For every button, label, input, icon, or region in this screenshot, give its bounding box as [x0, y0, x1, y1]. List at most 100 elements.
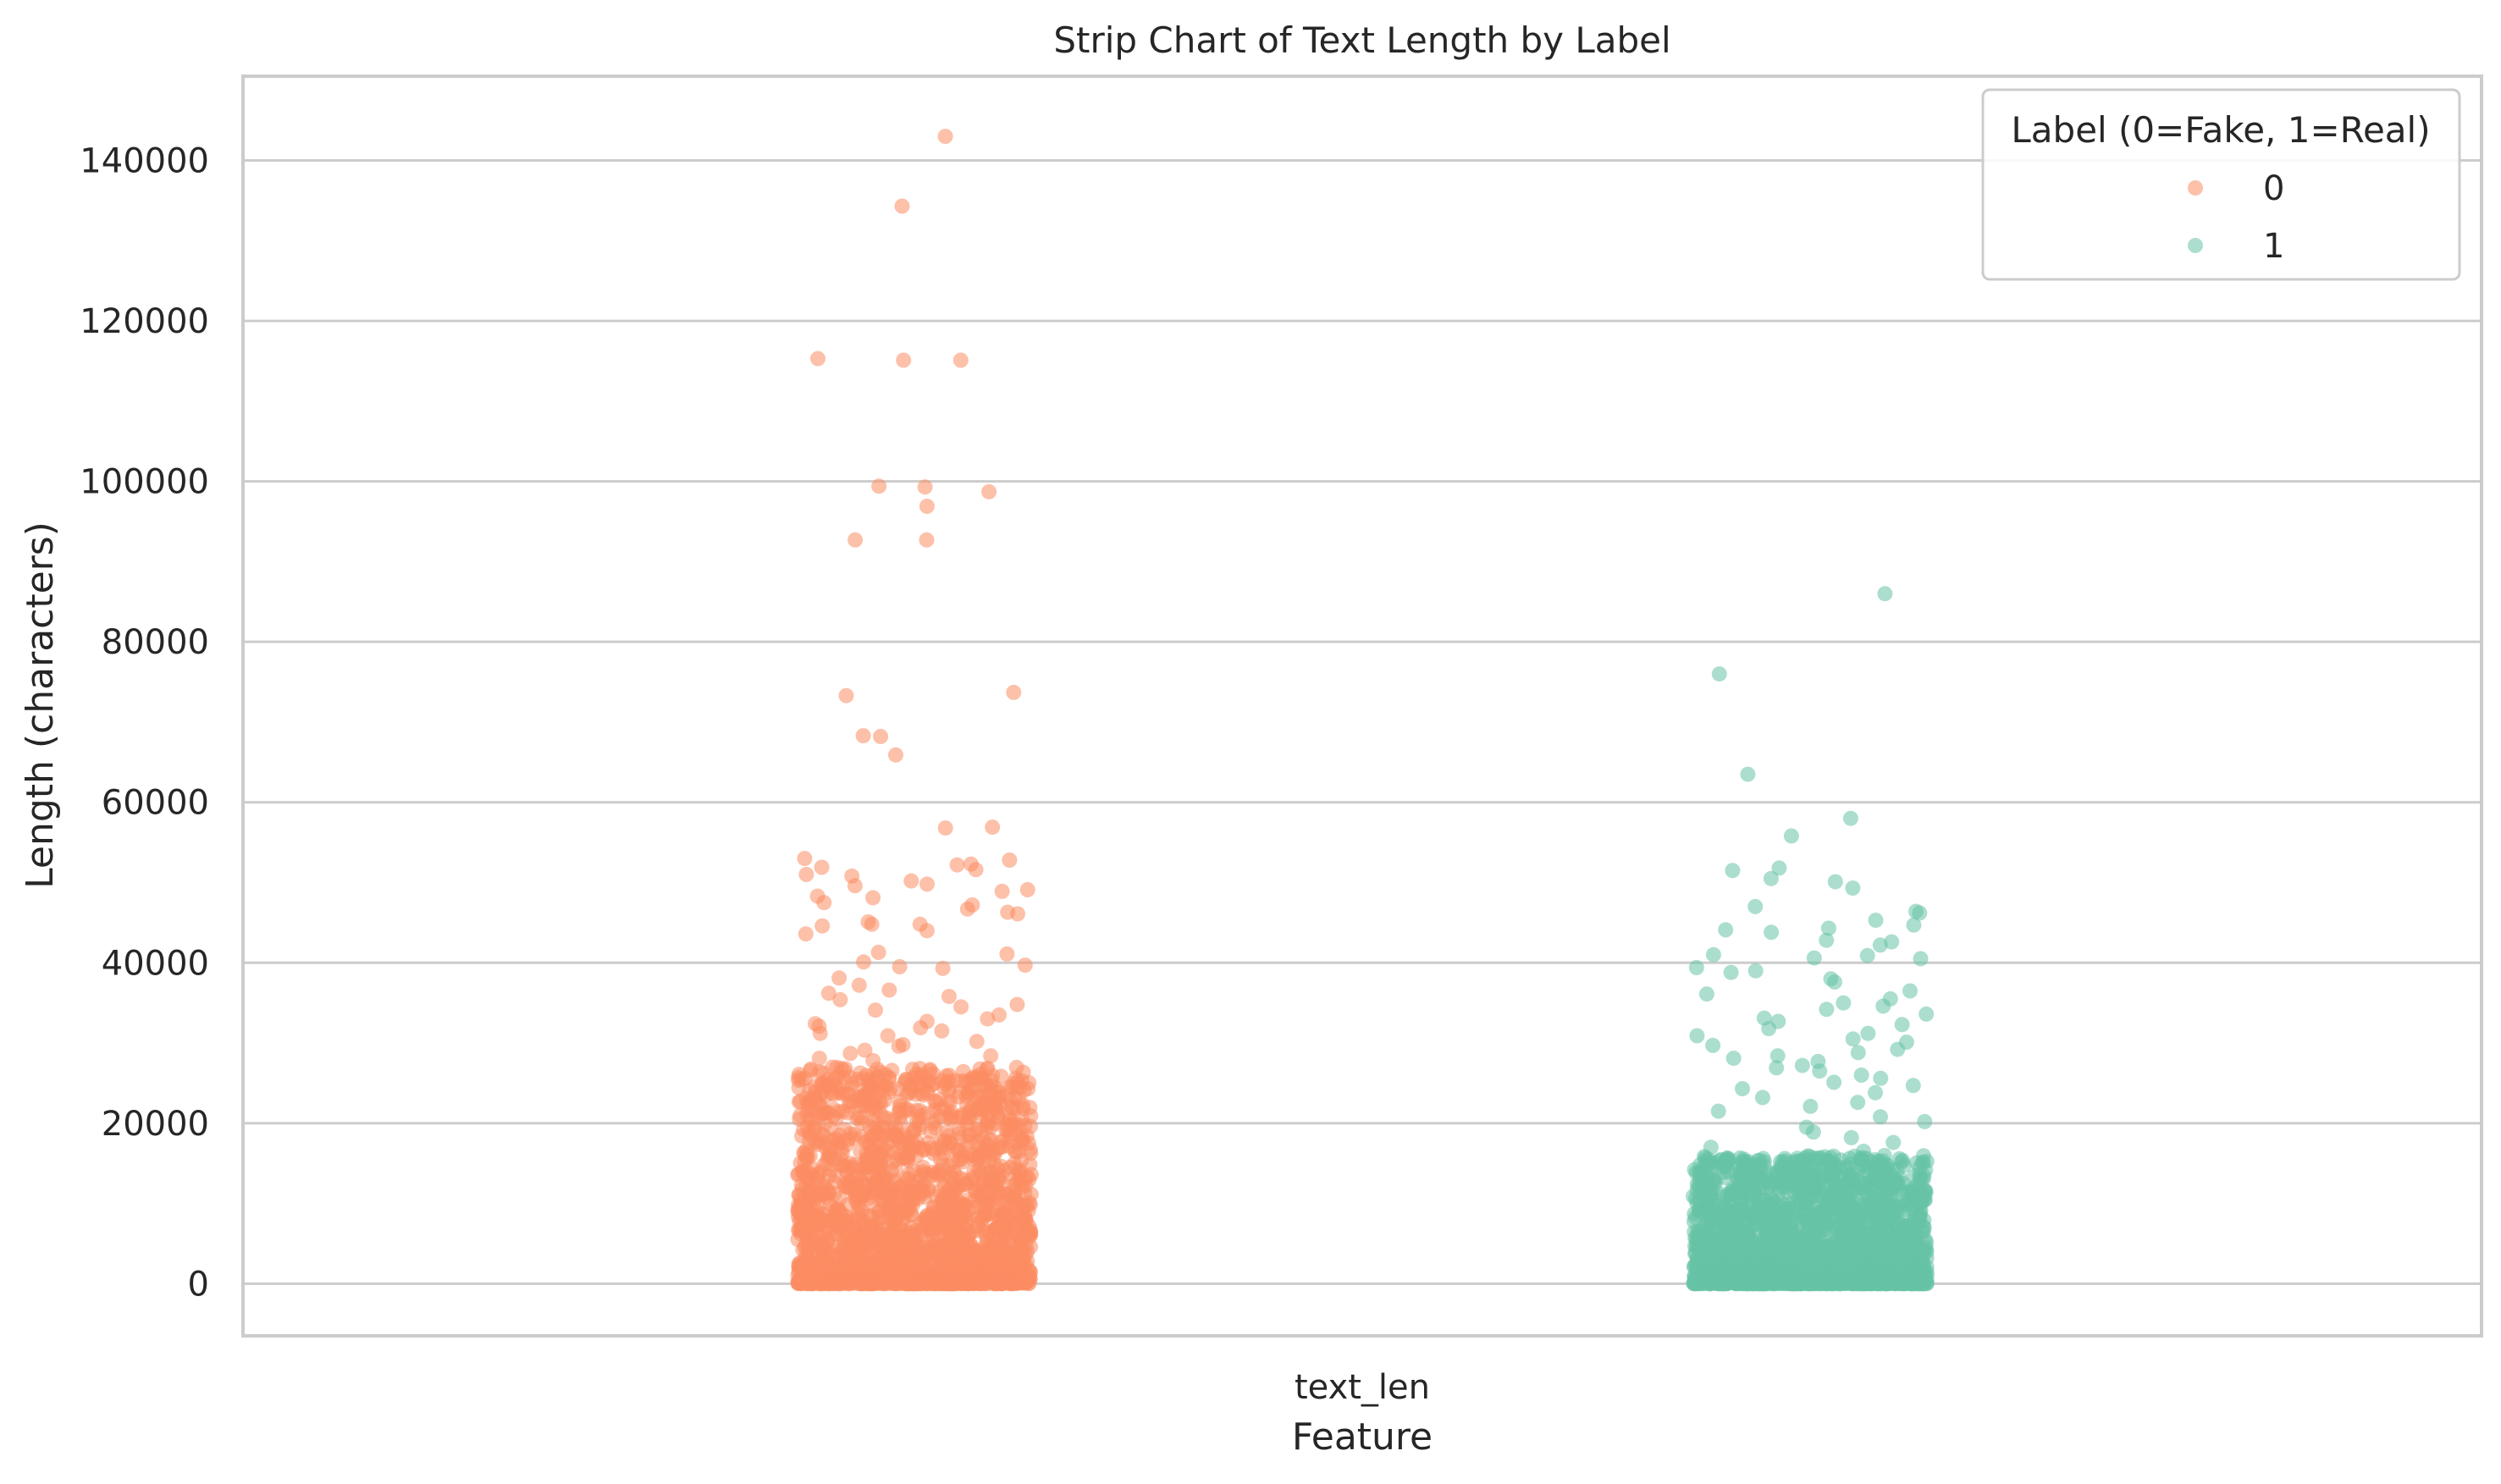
data-point	[1773, 1154, 1788, 1170]
series-1-points	[1686, 586, 1935, 1292]
data-point	[1875, 998, 1891, 1014]
data-point	[1815, 1264, 1831, 1280]
data-point	[836, 1158, 853, 1174]
data-point	[999, 946, 1015, 962]
data-point	[1023, 1227, 1039, 1244]
data-point	[1873, 1070, 1889, 1086]
data-point	[1825, 1215, 1841, 1230]
data-point	[1846, 1266, 1862, 1283]
data-point	[1740, 766, 1756, 782]
data-point	[1905, 1078, 1921, 1094]
data-point	[894, 198, 910, 214]
data-point	[1851, 1230, 1867, 1246]
data-point	[1754, 1090, 1770, 1106]
data-point	[1762, 1174, 1778, 1190]
data-point	[1902, 1274, 1918, 1290]
data-point	[799, 1146, 815, 1162]
data-point	[982, 1206, 997, 1222]
data-point	[955, 1063, 971, 1079]
data-point	[919, 1085, 936, 1101]
data-point	[991, 1168, 1008, 1184]
data-point	[958, 1139, 974, 1155]
data-point	[1885, 1134, 1902, 1150]
data-point	[816, 895, 832, 911]
data-point	[1918, 1162, 1934, 1178]
data-point	[803, 1061, 819, 1077]
data-point	[1842, 810, 1858, 826]
data-point	[1819, 932, 1835, 948]
data-point	[957, 1248, 973, 1264]
data-point	[1725, 1051, 1742, 1067]
data-point	[1775, 1250, 1791, 1266]
data-point	[903, 873, 919, 889]
data-point	[1851, 1249, 1867, 1265]
data-point	[917, 479, 933, 495]
data-point	[1913, 951, 1929, 967]
data-point	[935, 960, 951, 976]
data-point	[855, 728, 871, 744]
data-point	[941, 989, 957, 1005]
data-point	[956, 1219, 972, 1235]
data-point	[888, 747, 903, 763]
data-point	[1856, 1144, 1872, 1159]
data-point	[1745, 1209, 1761, 1225]
data-point	[1689, 1195, 1705, 1211]
x-tick-labels: text_len	[1295, 1368, 1430, 1407]
data-point	[952, 352, 969, 368]
data-point	[805, 1231, 820, 1247]
data-point	[805, 1272, 821, 1288]
data-point	[1868, 913, 1884, 929]
y-tick-label: 60000	[102, 784, 209, 823]
data-point	[914, 1251, 930, 1267]
data-point	[1892, 1261, 1908, 1277]
data-point	[1850, 1045, 1866, 1061]
data-point	[1725, 863, 1741, 879]
data-point	[941, 1073, 957, 1089]
data-point	[920, 1231, 936, 1247]
data-point	[881, 982, 897, 998]
data-point	[1881, 1267, 1897, 1283]
data-point	[930, 1221, 946, 1237]
data-point	[911, 1111, 927, 1127]
data-point	[1845, 1031, 1861, 1047]
data-point	[991, 1007, 1007, 1023]
data-point	[912, 1061, 928, 1077]
data-point	[880, 1270, 896, 1286]
data-point	[981, 483, 997, 499]
data-point	[1877, 586, 1893, 602]
data-point	[814, 1084, 831, 1100]
data-point	[1715, 1216, 1731, 1232]
data-point	[919, 499, 935, 514]
data-point	[843, 1247, 859, 1263]
data-point	[1006, 684, 1022, 700]
data-point	[959, 901, 975, 917]
data-point	[985, 819, 1001, 836]
data-point	[1807, 1253, 1823, 1269]
data-point	[1768, 1198, 1784, 1214]
data-point	[894, 1255, 910, 1272]
data-point	[1901, 1218, 1917, 1234]
data-point	[1723, 964, 1739, 980]
data-point	[1826, 1074, 1842, 1090]
data-point	[1711, 666, 1727, 682]
data-point	[817, 1115, 833, 1131]
data-point	[1917, 1113, 1933, 1129]
data-point	[1017, 957, 1033, 974]
y-tick-label: 120000	[80, 302, 209, 341]
data-point	[856, 954, 871, 970]
data-point	[791, 1166, 807, 1182]
data-point	[798, 867, 814, 882]
data-point	[820, 985, 836, 1001]
data-point	[1827, 974, 1842, 990]
data-point	[937, 129, 953, 145]
gridlines	[243, 159, 2482, 1285]
data-point	[796, 1259, 812, 1275]
data-point	[822, 1148, 838, 1164]
data-point	[1795, 1230, 1810, 1246]
data-point	[934, 1023, 950, 1039]
data-point	[907, 1227, 922, 1244]
data-point	[942, 1094, 958, 1110]
data-point	[1906, 917, 1922, 933]
